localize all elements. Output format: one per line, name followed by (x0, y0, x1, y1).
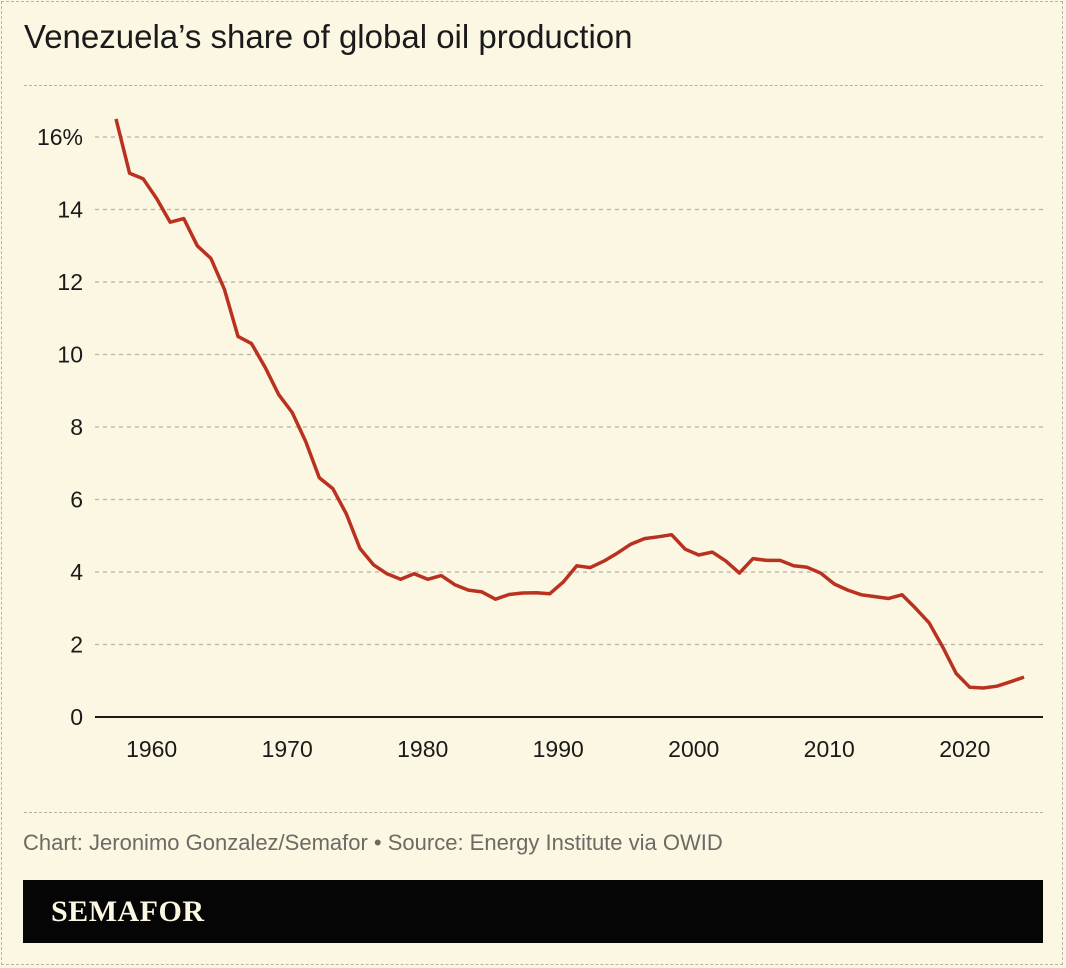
y-tick-label: 0 (70, 704, 83, 730)
y-tick-label: 8 (70, 414, 83, 440)
x-tick-label: 1970 (262, 736, 313, 762)
x-tick-label: 2000 (668, 736, 719, 762)
x-tick-label: 1990 (533, 736, 584, 762)
y-tick-label: 10 (57, 342, 83, 368)
y-tick-label: 12 (57, 269, 83, 295)
x-tick-label: 1960 (126, 736, 177, 762)
semafor-logo: SEMAFOR (51, 895, 205, 928)
top-divider (24, 85, 1043, 86)
y-tick-label: 14 (57, 197, 83, 223)
x-tick-label: 1980 (397, 736, 448, 762)
y-tick-label: 16% (37, 124, 83, 150)
y-tick-label: 2 (70, 632, 83, 658)
source-credit: Chart: Jeronimo Gonzalez/Semafor • Sourc… (23, 830, 723, 855)
x-tick-label: 2010 (804, 736, 855, 762)
y-tick-label: 4 (70, 559, 83, 585)
x-tick-label: 2020 (939, 736, 990, 762)
series-line (114, 118, 1025, 690)
brand-bar: SEMAFOR (23, 880, 1043, 943)
y-tick-label: 6 (70, 487, 83, 513)
bottom-divider (24, 812, 1043, 813)
chart-title: Venezuela’s share of global oil producti… (24, 18, 633, 55)
